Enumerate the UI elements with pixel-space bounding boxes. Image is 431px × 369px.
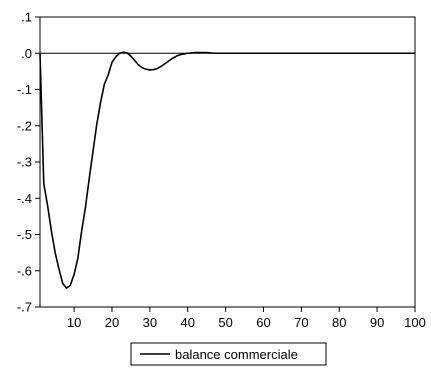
y-tick-label: -.3 [17, 155, 32, 170]
series-line-balance-commerciale [39, 51, 415, 289]
x-tick-label: 90 [370, 315, 384, 330]
x-tick-label: 40 [180, 315, 194, 330]
legend-label: balance commerciale [175, 347, 298, 362]
x-tick-label: 70 [294, 315, 308, 330]
x-tick-label: 30 [143, 315, 157, 330]
legend-box [130, 342, 327, 366]
y-tick-label: -.1 [17, 82, 32, 97]
y-tick-label: .1 [21, 10, 32, 25]
y-tick-label: -.6 [17, 263, 32, 278]
y-tick-label: -.5 [17, 227, 32, 242]
x-tick-label: 20 [105, 315, 119, 330]
y-tick-label: -.4 [17, 191, 32, 206]
plot-area-frame [39, 16, 416, 308]
x-tick-label: 60 [256, 315, 270, 330]
y-tick-label: -.2 [17, 118, 32, 133]
x-tick-label: 80 [332, 315, 346, 330]
legend: balance commerciale [130, 342, 327, 366]
x-axis: 10 20 30 40 50 60 70 80 90 100 [67, 307, 426, 330]
x-tick-label: 10 [67, 315, 81, 330]
y-tick-label: .0 [21, 46, 32, 61]
y-tick-label: -.7 [17, 300, 32, 315]
x-tick-label: 50 [218, 315, 232, 330]
y-axis: .1 .0 -.1 -.2 -.3 -.4 -.5 -.6 -.7 [17, 10, 40, 315]
x-tick-label: 100 [404, 315, 426, 330]
